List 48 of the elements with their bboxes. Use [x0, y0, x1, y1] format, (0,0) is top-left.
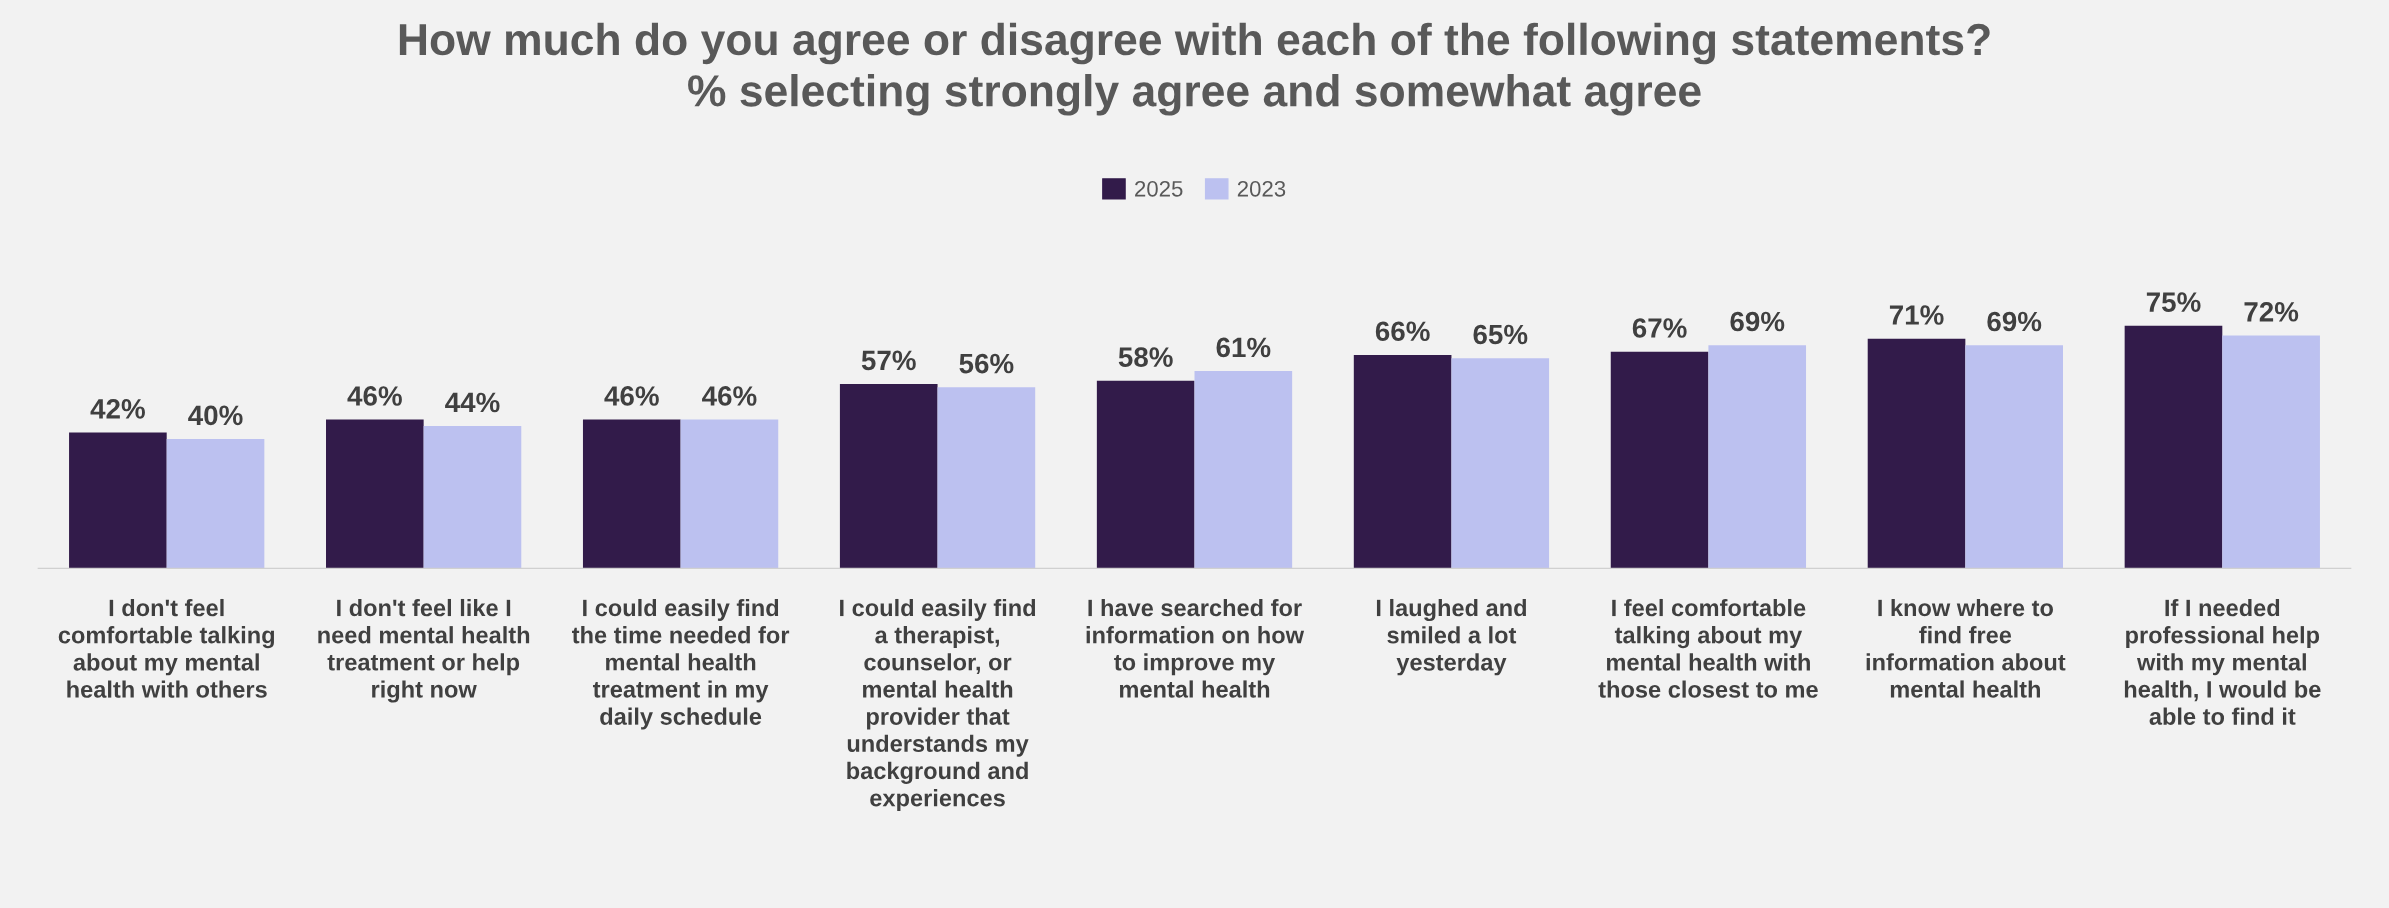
data-label: 57% — [861, 350, 916, 371]
bar — [423, 426, 522, 569]
data-label: 66% — [1375, 321, 1430, 342]
legend-label: 2023 — [1237, 180, 1286, 197]
bar — [1451, 358, 1550, 569]
data-label: 46% — [347, 386, 402, 406]
x-tick-label: I laughed and smiled a lot yesterday — [1376, 598, 1526, 676]
x-tick-label: I don't feel comfortable talking about my mental health with others — [58, 598, 275, 698]
data-label: 42% — [90, 399, 145, 419]
data-label: 61% — [1216, 337, 1271, 358]
bar — [1194, 371, 1293, 569]
x-tick-label: I could easily find a therapist, counselor, or mental health provider that understands my background and experiences — [840, 598, 1036, 812]
data-label: 72% — [2244, 301, 2299, 322]
bar — [1096, 380, 1195, 569]
bar — [69, 432, 167, 569]
data-label: 67% — [1632, 318, 1687, 338]
bar — [1708, 345, 1807, 569]
data-label: 44% — [445, 392, 500, 413]
data-label: 40% — [188, 405, 243, 426]
chart-title: How much do you agree or disagree with each of the following statements? % selecting strongly agree and somewhat agree — [399, 22, 1990, 116]
bar — [937, 387, 1036, 569]
data-label: 69% — [1987, 311, 2042, 332]
x-tick-label: I don't feel like I need mental health treatment or help right now — [318, 598, 530, 703]
data-label: 69% — [1730, 311, 1785, 332]
bar — [2124, 325, 2223, 569]
x-tick-label: If I needed professional help with my mental health, I would be able to find it — [2124, 598, 2321, 725]
bar — [1610, 351, 1709, 569]
bar — [2222, 335, 2320, 569]
bar — [839, 384, 938, 569]
data-label: 58% — [1118, 347, 1173, 367]
x-tick-label: I know where to find free information about mental health — [1866, 598, 2066, 698]
x-tick-label: I have searched for information on how to improve my mental health — [1086, 598, 1305, 698]
x-tick-label: I feel comfortable talking about my mental health with those closest to me — [1598, 598, 1818, 698]
data-label: 71% — [1889, 305, 1944, 325]
data-label: 56% — [959, 353, 1014, 374]
bar — [1353, 354, 1452, 569]
bar — [680, 419, 779, 569]
data-label: 46% — [702, 386, 757, 406]
bar — [1965, 345, 2063, 569]
data-label: 46% — [604, 386, 659, 406]
bar — [326, 419, 424, 569]
x-tick-label: I could easily find the time needed for mental health treatment in my daily schedule — [572, 598, 790, 730]
data-label: 75% — [2146, 292, 2201, 312]
bar — [582, 419, 681, 569]
legend-label: 2025 — [1135, 180, 1183, 197]
bar — [166, 439, 265, 569]
data-label: 65% — [1473, 324, 1528, 345]
bar — [1867, 338, 1966, 569]
